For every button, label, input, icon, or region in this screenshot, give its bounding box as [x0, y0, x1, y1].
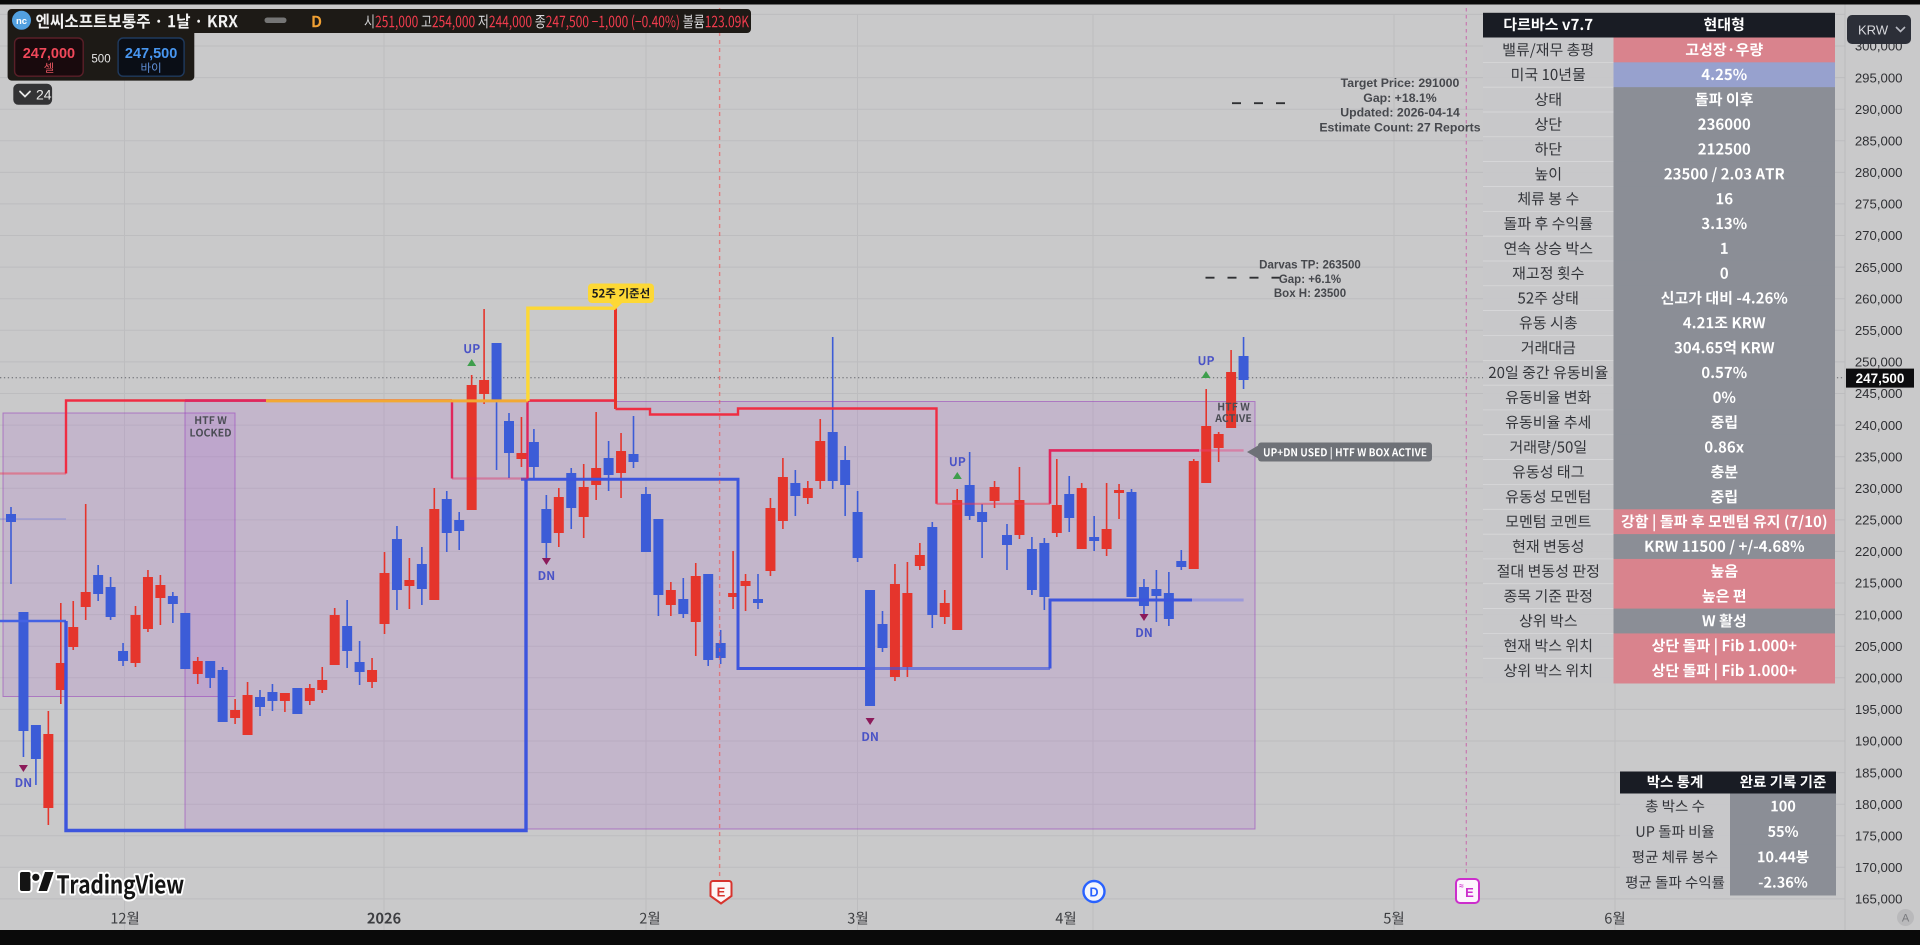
svg-text:E: E	[717, 885, 726, 900]
svg-text:185,000: 185,000	[1855, 765, 1903, 780]
svg-text:270,000: 270,000	[1855, 228, 1903, 243]
svg-text:247,500: 247,500	[125, 46, 177, 62]
svg-text:205,000: 205,000	[1855, 639, 1903, 654]
svg-text:175,000: 175,000	[1855, 829, 1903, 844]
svg-text:295,000: 295,000	[1855, 70, 1903, 85]
svg-text:KRW: KRW	[1858, 23, 1889, 38]
svg-text:240,000: 240,000	[1855, 418, 1903, 433]
svg-text:E: E	[1465, 885, 1474, 900]
svg-text:290,000: 290,000	[1855, 102, 1903, 117]
svg-text:Estimate Count: 27 Reports: Estimate Count: 27 Reports	[1319, 120, 1480, 134]
svg-text:235,000: 235,000	[1855, 449, 1903, 464]
svg-text:170,000: 170,000	[1855, 860, 1903, 875]
svg-text:500: 500	[91, 54, 110, 66]
svg-text:200,000: 200,000	[1855, 671, 1903, 686]
svg-text:≈: ≈	[1459, 882, 1464, 891]
svg-text:190,000: 190,000	[1855, 734, 1903, 749]
svg-text:225,000: 225,000	[1855, 513, 1903, 528]
svg-text:285,000: 285,000	[1855, 134, 1903, 149]
svg-text:265,000: 265,000	[1855, 260, 1903, 275]
svg-text:280,000: 280,000	[1855, 165, 1903, 180]
svg-text:230,000: 230,000	[1855, 481, 1903, 496]
svg-text:nc: nc	[16, 16, 27, 27]
svg-text:24: 24	[36, 87, 52, 103]
svg-text:260,000: 260,000	[1855, 291, 1903, 306]
svg-text:255,000: 255,000	[1855, 323, 1903, 338]
svg-text:245,000: 245,000	[1855, 386, 1903, 401]
svg-text:215,000: 215,000	[1855, 576, 1903, 591]
svg-text:180,000: 180,000	[1855, 797, 1903, 812]
svg-text:165,000: 165,000	[1855, 892, 1903, 907]
svg-text:220,000: 220,000	[1855, 544, 1903, 559]
svg-text:Updated: 2026-04-14: Updated: 2026-04-14	[1340, 106, 1460, 120]
svg-text:Gap: +18.1%: Gap: +18.1%	[1363, 91, 1437, 105]
svg-text:Gap: +6.1%: Gap: +6.1%	[1279, 274, 1341, 286]
svg-text:Darvas TP: 263500: Darvas TP: 263500	[1259, 260, 1361, 272]
svg-text:A: A	[1902, 913, 1910, 925]
svg-text:Target Price: 291000: Target Price: 291000	[1341, 76, 1460, 90]
svg-text:Box H: 23500: Box H: 23500	[1274, 288, 1346, 300]
svg-text:210,000: 210,000	[1855, 607, 1903, 622]
svg-text:275,000: 275,000	[1855, 197, 1903, 212]
svg-text:247,000: 247,000	[23, 46, 75, 62]
svg-text:195,000: 195,000	[1855, 702, 1903, 717]
svg-text:D: D	[1089, 885, 1098, 899]
svg-text:250,000: 250,000	[1855, 355, 1903, 370]
svg-text:247,500: 247,500	[1856, 371, 1905, 386]
